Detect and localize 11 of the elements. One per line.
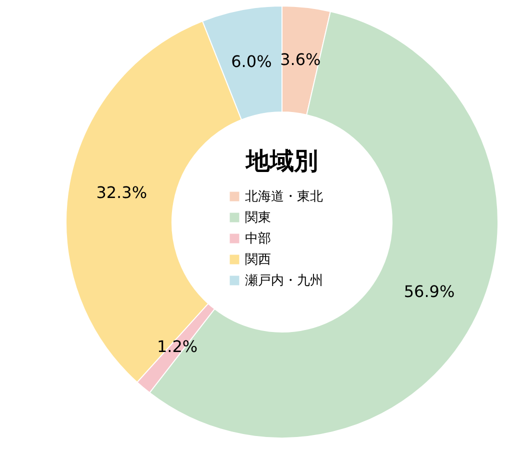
text: 地域別	[245, 147, 318, 175]
data-label: 56.9%	[404, 282, 455, 301]
legend-label: 中部	[245, 232, 271, 246]
legend-label: 北海道・東北	[245, 190, 323, 204]
data-label: 32.3%	[96, 182, 148, 202]
data-label: 1.2%	[156, 336, 198, 356]
legend-label: 関西	[245, 252, 271, 268]
data-label: 3.6%	[280, 50, 321, 70]
legend-label: 関東	[245, 210, 271, 226]
data-label: 6.0%	[231, 52, 272, 71]
legend-label: 瀬戸内・九州	[245, 274, 323, 288]
